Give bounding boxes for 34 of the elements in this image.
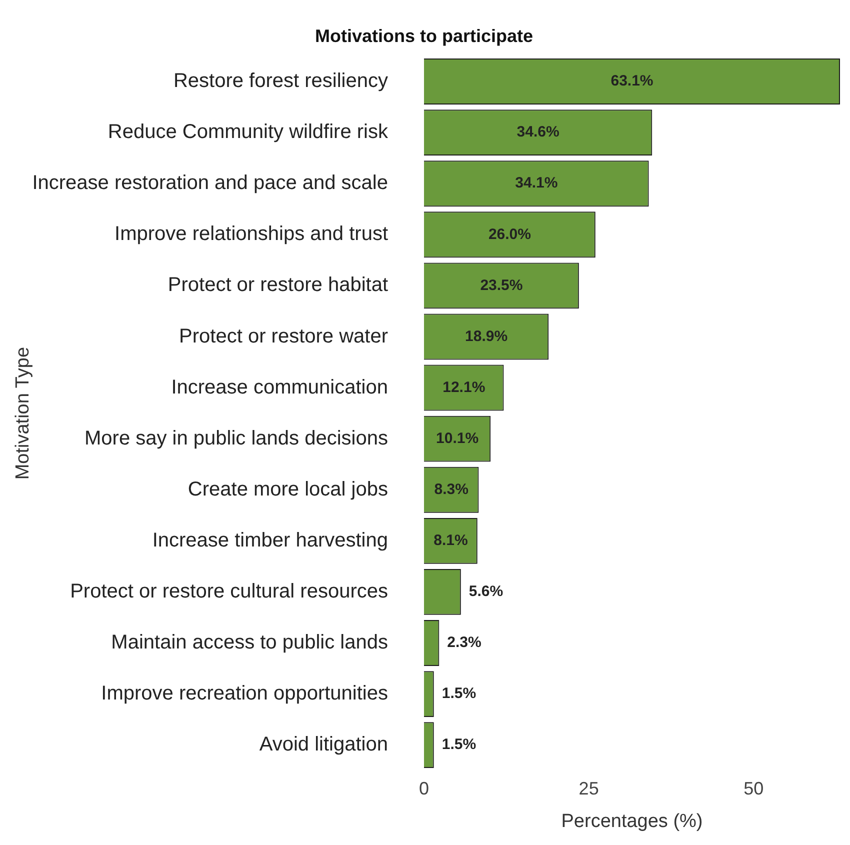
y-tick-label: Protect or restore cultural resources [70,580,388,602]
x-tick-label: 50 [744,778,764,798]
data-label: 8.3% [434,481,468,498]
data-label: 1.5% [442,685,476,702]
data-label: 8.1% [434,532,468,550]
data-label: 10.1% [436,430,479,447]
y-tick-label: Maintain access to public lands [111,632,388,654]
data-label: 12.1% [442,378,486,396]
y-tick-label: Reduce Community wildfire risk [108,121,389,144]
y-tick-label: Improve recreation opportunities [101,682,388,705]
data-label: 34.1% [515,174,558,192]
x-axis-title: Percentages (%) [561,810,703,832]
data-label: 2.3% [447,634,482,652]
y-tick-label: Increase timber harvesting [152,529,388,552]
x-tick-label: 0 [418,778,430,798]
data-label: 26.0% [488,226,531,243]
data-label: 23.5% [480,276,523,294]
chart-title: Motivations to participate [314,26,534,46]
data-label: 5.6% [468,583,504,600]
x-tick-label: 25 [578,778,599,798]
y-tick-label: More say in public lands decisions [84,427,388,450]
y-tick-label: Create more local jobs [188,478,388,500]
y-tick-label: Avoid litigation [259,734,388,756]
y-tick-label: Increase communication [171,376,388,398]
data-label: 63.1% [610,72,654,90]
y-tick-label: Improve relationships and trust [114,223,388,246]
data-label: 1.5% [442,736,476,754]
data-label: 18.9% [465,328,508,345]
y-tick-label: Protect or restore water [179,325,388,348]
data-label: 34.6% [516,124,560,141]
y-tick-label: Restore forest resiliency [173,70,388,92]
y-tick-label: Protect or restore habitat [168,274,388,296]
y-tick-label: Increase restoration and pace and scale [32,172,388,194]
y-axis-title: Motivation Type [12,346,34,480]
